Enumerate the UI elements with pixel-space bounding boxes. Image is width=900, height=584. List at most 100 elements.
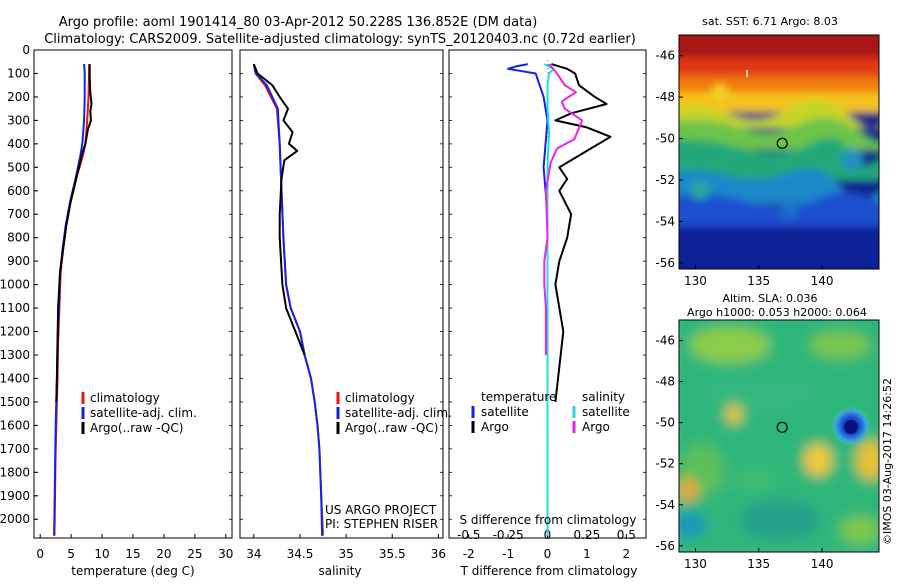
salinity-axis-label: salinity — [318, 564, 361, 578]
x-tick-label: 35.5 — [379, 547, 406, 561]
depth-tick-label: 500 — [7, 160, 30, 174]
sla-lat-axis: -46 -48 -50 -52 -54 -56 — [655, 334, 683, 553]
s-tick-label: -0.25 — [493, 528, 524, 542]
series-line-argo-raw-qc — [55, 64, 93, 402]
lat-tick-label: -56 — [655, 256, 675, 270]
x-tick-label: 1 — [583, 547, 591, 561]
depth-tick-label: 1500 — [0, 395, 30, 409]
legend-label-argo: Argo(..raw -QC) — [345, 421, 438, 435]
series-line-argo-raw-qc — [252, 63, 306, 356]
depth-axis: 0 100 200 300 400 500 600 700 800 900 1000 1100 1200… — [0, 43, 38, 526]
lon-tick-label: 140 — [811, 274, 834, 288]
lon-tick-label: 130 — [684, 274, 707, 288]
salinity-profile-lines — [252, 63, 324, 536]
lat-tick-label: -56 — [655, 539, 675, 553]
x-tick-label: 34.5 — [287, 547, 314, 561]
figure-title-line2: Climatology: CARS2009. Satellite-adjuste… — [44, 32, 636, 47]
series-line-salinity-satellite — [543, 63, 555, 536]
depth-tick-label: 100 — [7, 66, 30, 80]
sla-map-title: Altim. SLA: 0.036 — [722, 292, 817, 305]
depth-tick-label: 900 — [7, 254, 30, 268]
legend-title-salinity: salinity — [582, 390, 625, 404]
legend-label-s-satellite: satellite — [582, 405, 630, 419]
x-tick-label: 25 — [187, 547, 202, 561]
x-tick-label: 30 — [218, 547, 233, 561]
pi-credit: PI: STEPHEN RISER — [325, 517, 438, 531]
lon-tick-label: 135 — [747, 557, 770, 571]
lat-tick-label: -54 — [655, 498, 675, 512]
sla-lon-axis: 130 135 140 — [684, 548, 833, 571]
copyright-timestamp: ©IMOS 03-Aug-2017 14:26:52 — [881, 378, 894, 545]
legend-label-s-argo: Argo — [582, 420, 610, 434]
legend-label-climatology: climatology — [345, 391, 415, 405]
depth-tick-label: 1700 — [0, 442, 30, 456]
depth-tick-label: 1100 — [0, 301, 30, 315]
lat-tick-label: -52 — [655, 173, 675, 187]
sst-lon-axis: 130 135 140 — [684, 265, 833, 288]
depth-tick-label: 1600 — [0, 418, 30, 432]
salinity-panel-frame — [239, 49, 444, 539]
x-tick-label: 0 — [544, 547, 552, 561]
x-tick-label: 10 — [94, 547, 109, 561]
depth-tick-label: 1300 — [0, 348, 30, 362]
lat-tick-label: -52 — [655, 457, 675, 471]
depth-tick-label: 300 — [7, 113, 30, 127]
legend-title-temperature: temperature — [481, 390, 556, 404]
salinity-x-axis: 34 34.5 35 35.5 36 — [240, 49, 446, 561]
lon-tick-label: 135 — [747, 274, 770, 288]
legend-label-t-satellite: satellite — [481, 405, 529, 419]
depth-tick-label: 200 — [7, 90, 30, 104]
legend-label-climatology: climatology — [90, 391, 160, 405]
lat-tick-label: -50 — [655, 132, 675, 146]
sla-map-frame — [678, 319, 880, 553]
depth-tick-label: 1900 — [0, 489, 30, 503]
sst-map-image — [679, 35, 879, 269]
x-tick-label: 35 — [338, 547, 353, 561]
salinity-legend: climatology satellite-adj. clim. Argo(..… — [336, 391, 452, 435]
x-tick-label: 34 — [246, 547, 261, 561]
lat-tick-label: -46 — [655, 334, 675, 348]
lat-tick-label: -46 — [655, 49, 675, 63]
lat-tick-label: -54 — [655, 214, 675, 228]
lat-tick-label: -48 — [655, 375, 675, 389]
legend-label-argo: Argo(..raw -QC) — [90, 421, 183, 435]
series-line-satellite-adj-clim — [252, 63, 324, 536]
depth-tick-label: 2000 — [0, 512, 30, 526]
lat-tick-label: -50 — [655, 416, 675, 430]
lon-tick-label: 130 — [684, 557, 707, 571]
x-tick-label: 15 — [125, 547, 140, 561]
series-line-temperature-argo — [551, 63, 612, 403]
s-tick-label: -0.5 — [457, 528, 480, 542]
depth-tick-label: 400 — [7, 137, 30, 151]
x-tick-label: -2 — [463, 547, 475, 561]
temperature-x-axis: 0 5 10 15 20 25 30 — [34, 49, 233, 561]
temperature-panel-frame — [33, 49, 233, 539]
temperature-profile-lines — [53, 64, 93, 536]
series-line-salinity-argo — [543, 63, 584, 355]
difference-profile-lines — [507, 63, 612, 536]
sla-float-marker — [776, 421, 788, 433]
depth-tick-label: 1400 — [0, 371, 30, 385]
x-tick-label: -1 — [502, 547, 514, 561]
sla-map-subtitle: Argo h1000: 0.053 h2000: 0.064 — [687, 306, 867, 319]
depth-tick-label: 0 — [22, 43, 30, 57]
s-tick-label: 0.25 — [574, 528, 601, 542]
s-difference-axis-label: S difference from climatology — [460, 513, 637, 527]
sst-map-title: sat. SST: 6.71 Argo: 8.03 — [702, 15, 838, 28]
lat-tick-label: -48 — [655, 90, 675, 104]
temperature-legend: climatology satellite-adj. clim. Argo(..… — [81, 391, 197, 435]
sst-lat-axis: -46 -48 -50 -52 -54 -56 — [655, 49, 683, 270]
t-difference-axis-label: T difference from climatology — [460, 564, 638, 578]
depth-tick-label: 600 — [7, 184, 30, 198]
depth-tick-label: 1800 — [0, 465, 30, 479]
x-tick-label: 36 — [431, 547, 446, 561]
lon-tick-label: 140 — [811, 557, 834, 571]
x-tick-label: 20 — [156, 547, 171, 561]
sst-float-marker — [776, 137, 788, 149]
sla-map-image — [679, 320, 879, 552]
x-tick-label: 5 — [67, 547, 75, 561]
legend-label-satellite: satellite-adj. clim. — [90, 406, 197, 420]
legend-label-t-argo: Argo — [481, 420, 509, 434]
